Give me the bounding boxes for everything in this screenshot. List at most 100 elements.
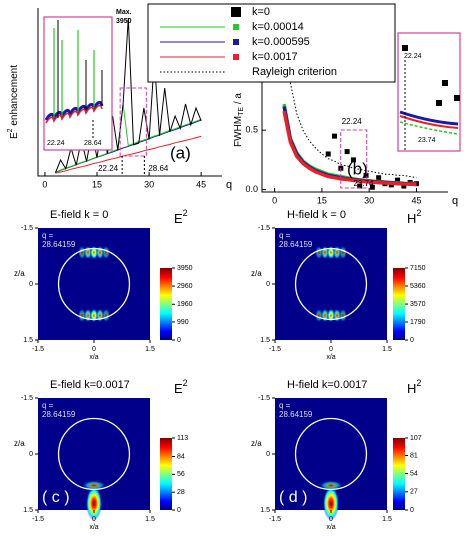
q-label: q = xyxy=(42,231,54,240)
y-tick-label: 1.5 xyxy=(260,337,270,344)
inset-point xyxy=(454,95,460,101)
legend-label: k=0.00014 xyxy=(252,21,304,33)
x-tick-label: 0 xyxy=(272,195,277,205)
colorbar-tick-label: 28 xyxy=(177,489,185,496)
y-tick-label: -1.5 xyxy=(21,225,33,232)
q-label: q = xyxy=(42,401,54,410)
marker-label: 22.24 xyxy=(342,117,363,126)
data-point xyxy=(363,172,369,178)
hotspot xyxy=(78,245,86,260)
colorbar-label-sup: 2 xyxy=(183,378,188,388)
q-label: 28.64159 xyxy=(279,240,313,249)
q-label: q = xyxy=(279,231,291,240)
colorbar-label-main: H xyxy=(407,381,416,396)
colorbar-label-sup: 2 xyxy=(183,208,188,218)
colorbar-tick-label: 54 xyxy=(410,471,418,478)
x-tick-label: -1.5 xyxy=(269,516,281,523)
inset-point xyxy=(442,80,448,86)
sphere-outline xyxy=(57,247,131,321)
y-axis-label-tail: enhancement xyxy=(9,65,20,129)
y-tick-label: 1.5 xyxy=(260,507,270,514)
max-label: 3950 xyxy=(116,18,132,25)
hotspot xyxy=(315,245,323,260)
x-tick-label: 45 xyxy=(196,179,206,189)
colorbar-tick-label: 3570 xyxy=(410,301,426,308)
colorbar-tick-label: 5360 xyxy=(410,283,426,290)
series-line xyxy=(55,103,202,173)
q-label: 28.64159 xyxy=(279,410,313,419)
y-tick-label: 0 xyxy=(29,281,33,288)
y-axis-label-main: E xyxy=(9,132,20,139)
colorbar-label: H2 xyxy=(407,208,421,226)
colorbar-tick-label: 3950 xyxy=(177,265,193,272)
inset-label: 28.64 xyxy=(84,140,102,147)
inset-curve xyxy=(399,121,459,135)
data-point xyxy=(344,149,350,155)
marker-label: 23.74 xyxy=(353,179,374,188)
map-title: E-field k=0.0017 xyxy=(50,379,130,391)
x-tick-label: 1.5 xyxy=(145,516,155,523)
highlight-box xyxy=(119,87,147,157)
data-point xyxy=(325,151,331,157)
series-line xyxy=(282,110,417,187)
y-tick-label: -1.5 xyxy=(258,395,270,402)
inset-curve xyxy=(53,28,95,118)
map-title: H-field k = 0 xyxy=(287,209,346,221)
x-tick-label: -1.5 xyxy=(269,346,281,353)
colorbar-label: E2 xyxy=(174,208,188,226)
max-label: Max. xyxy=(116,9,132,16)
colorbar xyxy=(160,268,172,340)
y-axis-label: z/a xyxy=(251,439,262,448)
q-label: 28.64159 xyxy=(42,410,76,419)
y-tick-label: 0 xyxy=(266,281,270,288)
data-point xyxy=(350,157,356,163)
x-tick-label: 0 xyxy=(42,179,47,189)
hotspot xyxy=(339,245,347,260)
x-tick-label: 1.5 xyxy=(145,346,155,353)
x-tick-label: 0 xyxy=(329,516,333,523)
sphere-outline xyxy=(294,247,368,321)
x-tick-label: 0 xyxy=(92,346,96,353)
y-axis-label: z/a xyxy=(14,439,25,448)
colorbar-label-sup: 2 xyxy=(416,378,421,388)
x-axis-label: q xyxy=(452,195,458,207)
y-tick-label: 0 xyxy=(29,451,33,458)
x-tick-label: -1.5 xyxy=(32,346,44,353)
colorbar-tick-label: 7150 xyxy=(410,265,426,272)
data-point xyxy=(357,183,363,189)
colorbar-tick-label: 0 xyxy=(410,337,414,344)
y-axis-label-main: FWHM xyxy=(233,116,244,147)
colorbar xyxy=(393,438,405,510)
axis-frame xyxy=(261,28,448,193)
colorbar-tick-label: 0 xyxy=(177,337,181,344)
legend-label: k=0.000595 xyxy=(252,36,310,48)
hotspot xyxy=(323,486,339,521)
x-axis-label: x/a xyxy=(89,354,98,361)
hotspot xyxy=(102,245,110,260)
hotspot xyxy=(82,480,106,491)
marker-label: 22.24 xyxy=(98,164,119,173)
x-tick-label: 30 xyxy=(364,195,374,205)
colorbar xyxy=(393,268,405,340)
data-point xyxy=(332,133,338,139)
hotspot xyxy=(319,480,343,491)
marker-label: 28.64 xyxy=(148,164,169,173)
panel-label: ( d ) xyxy=(279,489,307,506)
data-point xyxy=(395,177,401,183)
x-axis-label: x/a xyxy=(89,524,98,531)
colorbar-tick-label: 27 xyxy=(410,489,418,496)
map-title: E-field k = 0 xyxy=(50,209,108,221)
series-line xyxy=(55,135,202,174)
inset-label: 22.24 xyxy=(47,140,65,147)
hotspot xyxy=(339,308,347,323)
y-tick-label: 1.5 xyxy=(23,507,33,514)
colorbar xyxy=(160,438,172,510)
q-label: 28.64159 xyxy=(42,240,76,249)
y-axis-label-sup: 2 xyxy=(7,128,14,132)
q-label: q = xyxy=(279,401,291,410)
colorbar-tick-label: 56 xyxy=(177,471,185,478)
legend-label: k=0 xyxy=(252,6,270,18)
x-tick-label: 0 xyxy=(329,346,333,353)
colorbar-tick-label: 990 xyxy=(177,319,189,326)
